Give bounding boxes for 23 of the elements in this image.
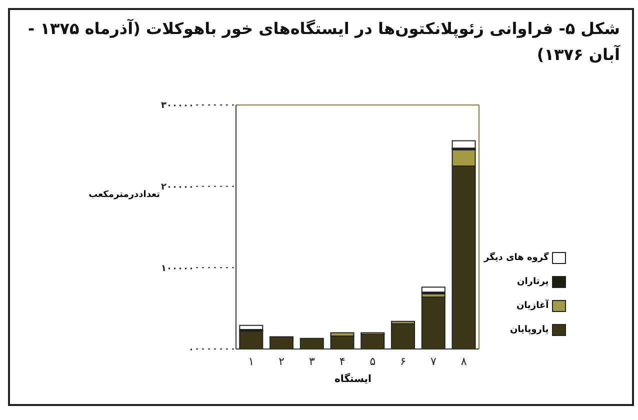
x-tick-label: ۴: [339, 354, 346, 368]
y-tick-label: ۲۰۰۰۰۰: [161, 182, 194, 193]
x-tick-label: ۱: [248, 354, 254, 368]
y-tick-label: ۳۰۰۰۰۰: [161, 101, 194, 112]
y-tick-label: ۰: [188, 345, 194, 356]
bar: [391, 323, 416, 349]
bar: [300, 338, 324, 349]
bar: [421, 296, 446, 349]
x-tick-label: ۶: [400, 354, 406, 368]
legend-label: پرتاران: [517, 277, 549, 287]
x-tick-label: ۸: [460, 354, 467, 368]
x-tick-label: ۷: [430, 354, 436, 368]
y-axis-title: تعداددرمترمکعب: [88, 190, 160, 200]
y-tick-label: ۱۰۰۰۰۰: [161, 264, 194, 274]
legend-label: پاروپایان: [510, 325, 549, 335]
legend-label: گروه های دیگر: [484, 253, 549, 263]
chart-title: شکل ۵- فراوانی زئوپلانکتون‌ها در ایستگاه‌های خور باهوکلات (آذرماه ۱۳۷۵ - آبان ۱۳۷۶): [27, 18, 620, 66]
x-tick-label: ۵: [370, 354, 376, 368]
x-tick-label: ۲: [278, 354, 285, 368]
x-axis-title: ایستگاه: [334, 374, 372, 385]
bar: [270, 336, 294, 349]
legend-label: آغازیان: [516, 301, 549, 311]
x-tick-label: ۳: [308, 354, 315, 368]
